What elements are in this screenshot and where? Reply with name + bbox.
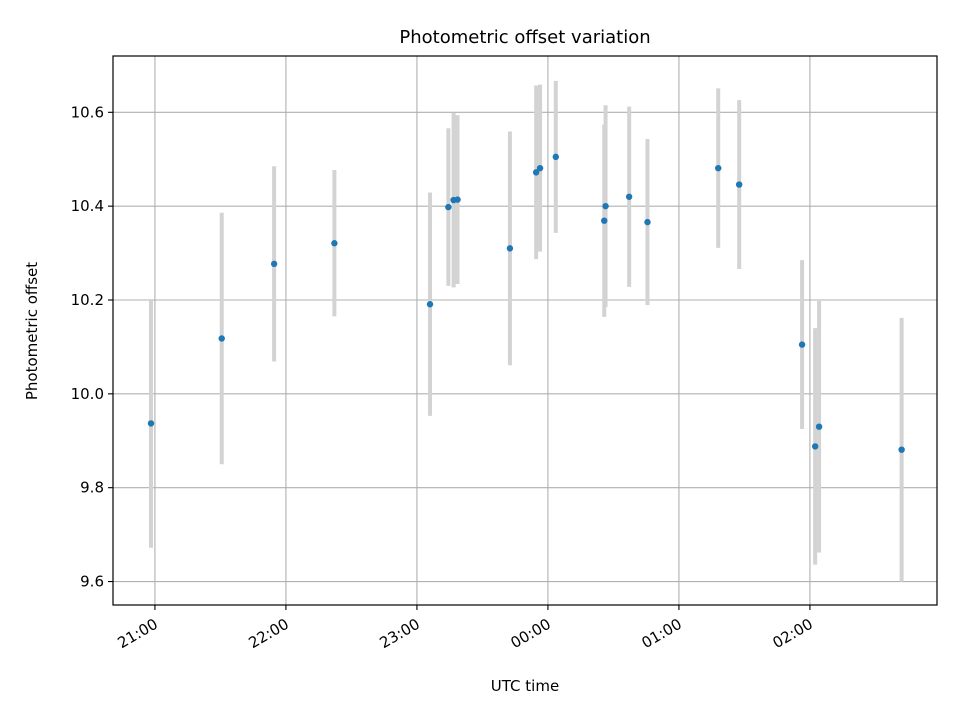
data-point bbox=[602, 202, 609, 210]
y-axis-label: Photometric offset bbox=[23, 262, 41, 400]
data-point bbox=[625, 193, 633, 200]
data-point bbox=[601, 217, 608, 224]
data-point bbox=[445, 203, 452, 211]
y-tick-label: 10.4 bbox=[71, 197, 104, 215]
data-point bbox=[454, 196, 461, 203]
data-point bbox=[811, 443, 819, 450]
plot-frame bbox=[112, 55, 938, 606]
data-point bbox=[426, 301, 434, 308]
data-point bbox=[552, 153, 559, 161]
data-point bbox=[532, 169, 540, 176]
y-tick-label: 10.0 bbox=[71, 385, 104, 403]
data-point bbox=[331, 240, 338, 247]
y-tick-label: 9.8 bbox=[80, 479, 104, 497]
data-point bbox=[815, 423, 823, 430]
data-point bbox=[536, 164, 544, 172]
x-axis-label: UTC time bbox=[491, 677, 559, 695]
data-point bbox=[270, 260, 278, 268]
y-tick-label: 10.2 bbox=[71, 291, 104, 309]
y-axis-ticks: 9.6 9.8 10.0 10.2 10.4 10.6 bbox=[71, 103, 113, 591]
data-point bbox=[218, 335, 225, 342]
y-tick-label: 9.6 bbox=[80, 573, 104, 591]
y-tick-label: 10.6 bbox=[71, 103, 104, 121]
grid-lines bbox=[113, 56, 937, 605]
data-point bbox=[506, 245, 514, 252]
data-point bbox=[147, 420, 155, 427]
chart-title: Photometric offset variation bbox=[399, 27, 650, 48]
data-point bbox=[715, 164, 722, 172]
data-point bbox=[644, 218, 651, 226]
data-point bbox=[898, 446, 905, 453]
data-point bbox=[735, 181, 743, 188]
data-points bbox=[147, 153, 905, 453]
data-point bbox=[798, 341, 806, 348]
